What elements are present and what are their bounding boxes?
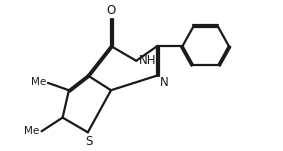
Text: S: S [85,135,93,148]
Text: N: N [160,76,169,89]
Text: O: O [106,4,116,17]
Text: NH: NH [139,54,156,67]
Text: Me: Me [31,77,46,87]
Text: Me: Me [24,126,39,136]
